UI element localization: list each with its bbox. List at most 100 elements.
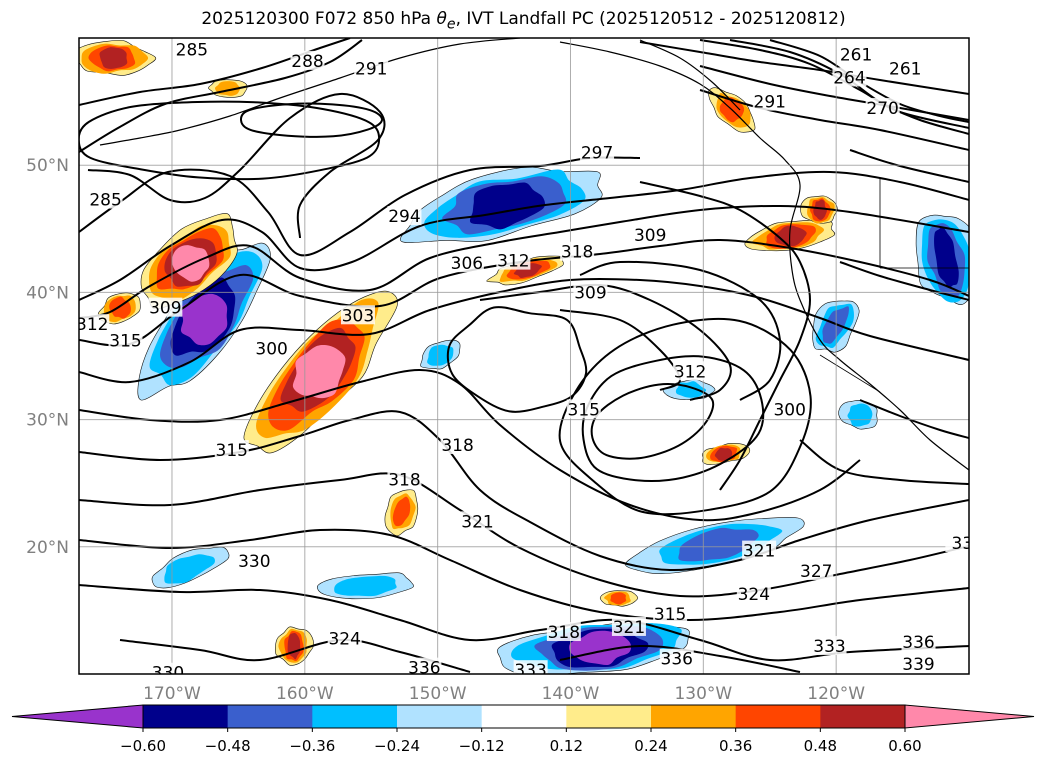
theta-e-contours <box>79 38 969 673</box>
contour-label-bg <box>945 532 969 552</box>
colorbar-tick-label: −0.12 <box>459 737 505 755</box>
x-tick-label: 150°W <box>409 684 467 704</box>
contour-label: 309 <box>634 226 666 246</box>
contour-label: 312 <box>497 252 529 272</box>
contour-label: 336 <box>902 633 934 653</box>
political-border <box>819 178 969 393</box>
contour-label-bg <box>546 622 581 642</box>
theta-e-contour-line <box>79 528 969 622</box>
contour-label: 330 <box>152 664 184 684</box>
contour-label: 291 <box>754 93 786 113</box>
y-axis-ticks: 50°N 40°N 30°N 20°N <box>26 156 69 558</box>
ivt-pc-shading <box>79 39 969 674</box>
x-axis-ticks: 170°W 160°W 150°W 140°W 130°W 120°W <box>143 684 865 704</box>
colorbar-tick-label: −0.36 <box>289 737 335 755</box>
colorbar-segment <box>143 705 229 728</box>
contour-label: 312 <box>674 362 706 382</box>
contour-label-bg <box>799 560 834 580</box>
x-tick-label: 130°W <box>674 684 732 704</box>
y-tick-label: 30°N <box>26 411 69 431</box>
colorbar-tick-label: −0.48 <box>205 737 251 755</box>
contour-label-bg <box>237 550 272 570</box>
contour-label-bg <box>901 653 936 673</box>
contour-label-bg <box>653 604 688 624</box>
theta-e-contour-line <box>639 181 812 491</box>
contour-label: 300 <box>773 400 805 420</box>
contour-label: 318 <box>561 243 593 263</box>
contour-label-bg <box>832 67 867 87</box>
colorbar-segment <box>312 705 398 728</box>
contour-label: 315 <box>216 441 248 461</box>
contour-label: 294 <box>388 207 420 227</box>
theta-e-contour-line <box>79 204 969 319</box>
contour-label: 315 <box>109 332 141 352</box>
contour-label: 312 <box>76 315 108 335</box>
contour-label: 318 <box>388 470 420 490</box>
contour-label: 261 <box>889 60 921 80</box>
contour-label: 285 <box>176 40 208 60</box>
pc-shade-region <box>99 47 128 69</box>
pc-shade-region <box>847 403 873 427</box>
pc-shade-region <box>610 592 627 605</box>
colorbar-frame <box>142 704 906 729</box>
contour-label: 264 <box>833 68 865 88</box>
contour-label-bg <box>79 314 110 334</box>
contour-label: 285 <box>89 191 121 211</box>
theta-e-contour-line <box>119 638 471 673</box>
contour-label-bg <box>513 660 548 674</box>
contour-label-bg <box>340 305 375 325</box>
colorbar-extend-max <box>904 704 1035 729</box>
contour-label-bg <box>108 330 143 350</box>
contour-label: 330 <box>238 552 270 572</box>
contour-label-bg <box>327 628 362 648</box>
contour-label-bg <box>742 540 777 560</box>
colorbar-segment <box>397 705 483 728</box>
theta-e-contour-line <box>79 156 641 257</box>
contour-label-bg <box>214 440 249 460</box>
contour-label-bg <box>566 399 601 419</box>
pc-shade-region <box>678 527 759 562</box>
theta-e-contour-line <box>579 260 782 401</box>
theta-e-contour-closed <box>558 317 812 516</box>
theta-e-contour-line <box>769 39 969 123</box>
theta-e-contour-line <box>479 283 732 401</box>
contour-label-bg <box>174 39 209 59</box>
pc-shade-region <box>469 182 546 230</box>
theta-e-contour-line <box>859 399 969 439</box>
contour-label-bg <box>580 142 615 162</box>
x-tick-label: 170°W <box>143 684 201 704</box>
theta-e-contour-line <box>849 149 969 183</box>
contour-label-bg <box>736 583 771 603</box>
contour-label-bg <box>496 250 531 270</box>
chart-title: 2025120300 F072 850 hPa θe, IVT Landfall… <box>201 9 846 33</box>
theta-e-contour-line <box>79 410 969 572</box>
contour-label-bg <box>888 58 923 78</box>
contour-label-bg <box>865 97 900 117</box>
contour-label: 318 <box>548 623 580 643</box>
contour-label: 339 <box>902 655 934 675</box>
theta-e-contour-closed <box>239 102 383 138</box>
pc-shade-region <box>714 447 733 461</box>
contour-label: 318 <box>441 436 473 456</box>
contour-label-bg <box>460 511 495 531</box>
pc-shade-region <box>934 226 959 288</box>
theta-e-contour-closed <box>446 306 588 413</box>
contour-label: 333 <box>514 661 546 681</box>
contour-label: 327 <box>800 562 832 582</box>
contour-label: 324 <box>328 629 360 649</box>
theta-e-contour-closed <box>590 383 715 460</box>
contour-label-bg <box>611 616 646 636</box>
pc-shade-region <box>292 344 346 399</box>
contour-label-bg <box>752 91 787 111</box>
contour-label: 291 <box>355 60 387 80</box>
pc-shade-region <box>813 199 827 220</box>
contour-label: 300 <box>255 339 287 359</box>
contour-label: 315 <box>568 400 600 420</box>
plot-frame <box>78 37 970 675</box>
contour-label: 333 <box>813 637 845 657</box>
contour-label-bg <box>387 469 422 489</box>
contour-label-bg <box>772 399 807 419</box>
contour-label: 324 <box>738 585 770 605</box>
gridlines <box>79 38 969 674</box>
contour-label: 315 <box>654 605 686 625</box>
